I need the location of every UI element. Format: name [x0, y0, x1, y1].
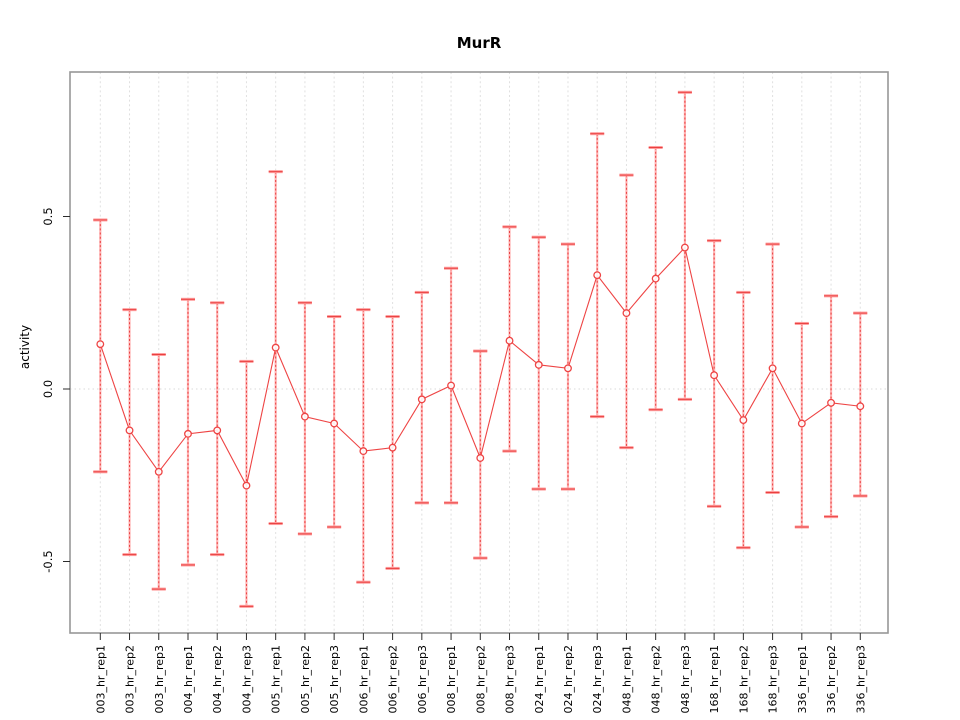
y-tick-label: -0.5 [41, 550, 55, 572]
plot-box-border [69, 71, 889, 634]
data-points [96, 243, 865, 490]
x-tick-label: 048_hr_rep1 [620, 645, 633, 714]
data-point [242, 481, 251, 490]
data-point [271, 343, 280, 352]
data-point [476, 454, 485, 462]
data-point [622, 309, 631, 318]
data-point [359, 447, 368, 456]
data-point [154, 467, 163, 476]
data-point [593, 271, 602, 280]
plot-box [69, 71, 889, 634]
x-tick-label: 336_hr_rep1 [796, 645, 809, 714]
x-tick-label: 005_hr_rep1 [270, 645, 283, 714]
x-tick-label: 006_hr_rep1 [357, 645, 370, 714]
data-point [184, 429, 192, 438]
x-tick-label: 008_hr_rep1 [445, 645, 458, 714]
x-tick-label: 008_hr_rep2 [474, 645, 487, 714]
x-tick-label: 003_hr_rep3 [153, 645, 166, 714]
data-point [651, 274, 660, 283]
x-tick-label: 024_hr_rep3 [591, 645, 604, 714]
x-axis-ticks [99, 633, 861, 640]
y-axis-ticks [63, 216, 70, 562]
data-point [739, 416, 748, 424]
data-point [388, 443, 397, 452]
x-tick-label: 048_hr_rep2 [650, 645, 663, 714]
x-tick-label: 336_hr_rep3 [854, 645, 867, 714]
x-tick-label: 168_hr_rep3 [767, 645, 780, 714]
x-tick-label: 005_hr_rep3 [328, 645, 341, 714]
x-tick-label: 004_hr_rep2 [211, 645, 224, 714]
data-point [300, 412, 309, 421]
data-point [447, 381, 456, 390]
data-point [680, 243, 689, 252]
x-tick-label: 005_hr_rep2 [299, 645, 312, 714]
x-tick-label: 048_hr_rep3 [679, 645, 692, 714]
data-point [125, 426, 134, 435]
x-tick-label: 003_hr_rep1 [94, 645, 107, 714]
data-point [505, 336, 514, 345]
y-tick-label: 0.5 [41, 207, 55, 225]
x-axis-tick-labels: 003_hr_rep1 003_hr_rep2 003_hr_rep3 004_hr_… [94, 645, 867, 714]
data-point [213, 426, 222, 435]
x-tick-label: 006_hr_rep2 [387, 645, 400, 714]
data-point [856, 402, 865, 411]
data-point [768, 364, 777, 373]
data-point [797, 419, 806, 428]
data-point [417, 395, 426, 404]
x-tick-label: 004_hr_rep1 [182, 645, 195, 714]
y-axis-tick-labels: -0.5 0.0 0.5 [41, 207, 55, 572]
x-tick-label: 006_hr_rep3 [416, 645, 429, 714]
x-tick-label: 024_hr_rep1 [533, 645, 546, 714]
x-tick-label: 168_hr_rep1 [708, 645, 721, 714]
chart-title: MurR [456, 34, 502, 52]
data-point [534, 360, 543, 369]
data-point [564, 364, 572, 373]
x-tick-label: 168_hr_rep2 [737, 645, 750, 714]
x-tick-label: 024_hr_rep2 [562, 645, 575, 714]
data-point [96, 340, 105, 349]
data-point [827, 398, 835, 407]
x-tick-label: 008_hr_rep3 [504, 645, 517, 714]
y-tick-label: 0.0 [41, 380, 55, 398]
data-point [330, 419, 339, 428]
data-point [710, 371, 719, 380]
x-tick-label: 004_hr_rep3 [240, 645, 253, 714]
x-tick-label: 336_hr_rep2 [825, 645, 838, 714]
x-tick-label: 003_hr_rep2 [124, 645, 137, 714]
